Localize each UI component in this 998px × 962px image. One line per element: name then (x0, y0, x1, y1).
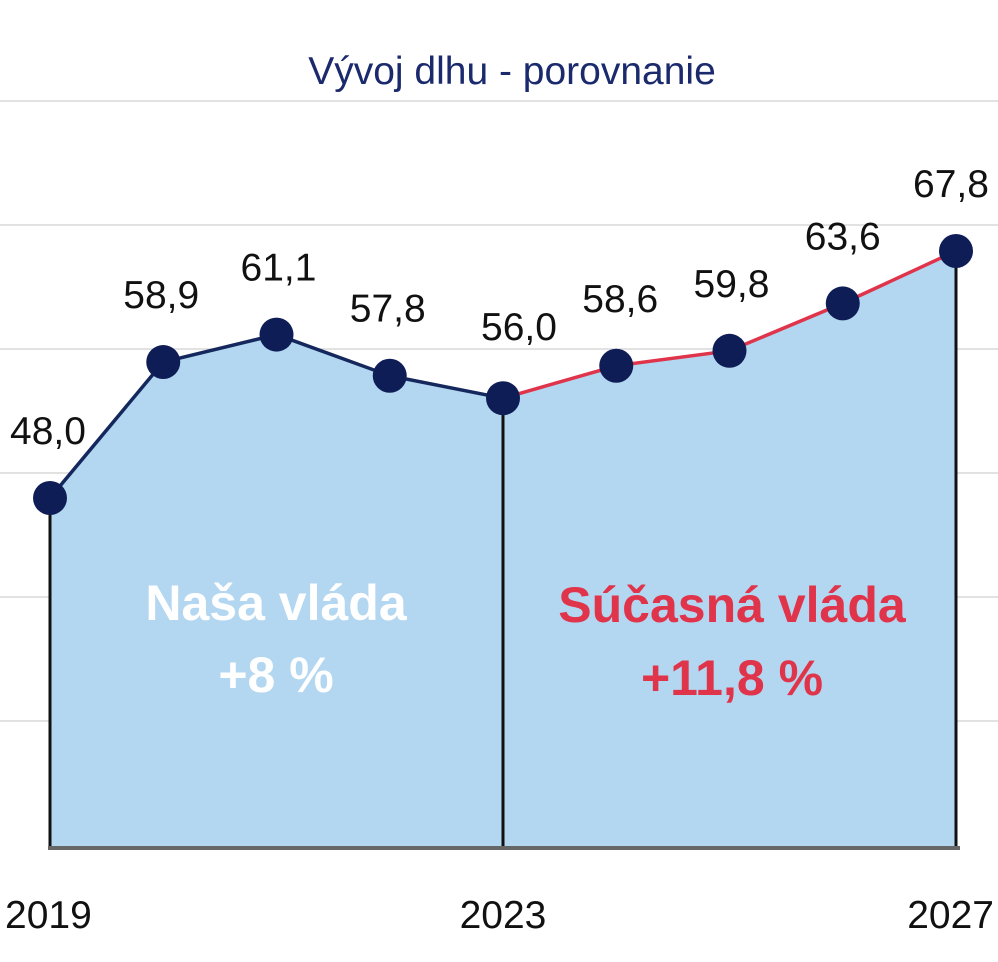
data-markers (33, 234, 973, 515)
data-label: 67,8 (913, 163, 989, 206)
x-tick-label: 2027 (907, 894, 994, 937)
annotation-text: Naša vláda (145, 575, 407, 631)
data-point (372, 358, 407, 393)
data-label: 58,6 (582, 278, 658, 321)
area-layer (48, 251, 960, 850)
value-labels: 48,0 58,9 61,1 57,8 56,0 58,6 59,8 63,6 67,8 (10, 163, 989, 453)
annotation-text: Súčasná vláda (558, 577, 907, 633)
data-point (712, 333, 747, 368)
data-label: 58,9 (123, 274, 199, 317)
data-point (259, 317, 294, 352)
data-label: 48,0 (10, 410, 86, 453)
data-label: 57,8 (350, 288, 426, 331)
x-axis-ticks: 2019 2023 2027 (5, 894, 994, 937)
data-point (146, 345, 181, 380)
annotations: Naša vláda +8 % Súčasná vláda +11,8 % (145, 575, 907, 706)
data-point (599, 348, 634, 383)
data-point (486, 381, 520, 416)
data-label: 56,0 (481, 306, 557, 349)
data-label: 61,1 (241, 247, 317, 290)
data-point (33, 481, 67, 515)
x-tick-label: 2019 (5, 894, 92, 937)
annotation-text: +8 % (218, 647, 333, 703)
data-label: 63,6 (805, 215, 881, 258)
x-tick-label: 2023 (460, 894, 547, 937)
data-label: 59,8 (694, 263, 770, 306)
data-point (825, 286, 860, 321)
chart-title: Vývoj dlhu - porovnanie (308, 50, 716, 93)
annotation-text: +11,8 % (641, 650, 823, 706)
data-point (939, 234, 973, 268)
